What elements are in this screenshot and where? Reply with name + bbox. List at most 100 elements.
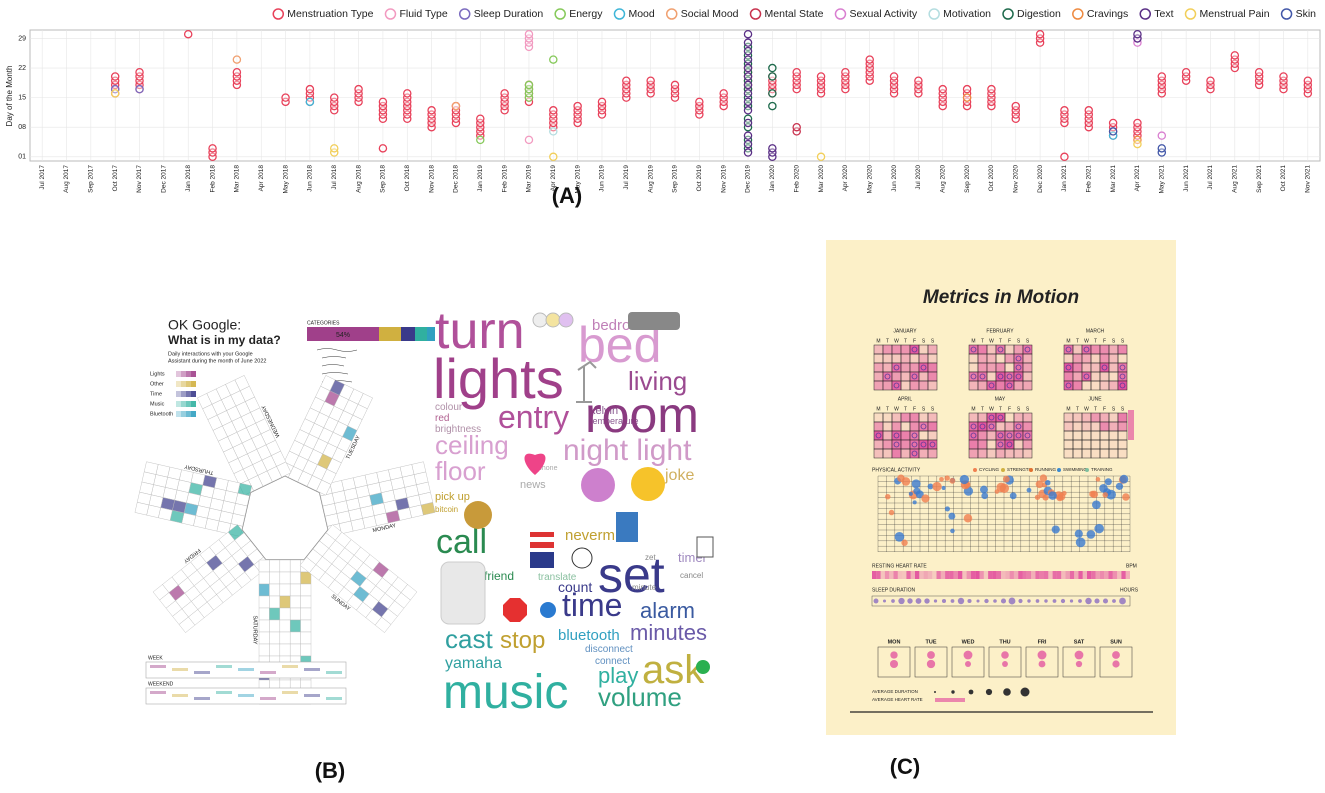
heart-rate-cell — [923, 571, 928, 579]
calendar-cell — [1063, 353, 1074, 364]
weekday-dot — [1112, 651, 1120, 659]
word: ask — [642, 648, 705, 692]
weekday-dot — [1002, 661, 1008, 667]
calendar-cell — [1090, 448, 1101, 459]
b-row-cell — [260, 697, 276, 700]
heart-rate-cell — [902, 571, 907, 579]
heart-rate-cell — [1009, 571, 1014, 579]
x-tick-label: Dec 2017 — [161, 165, 168, 193]
calendar-cell — [882, 344, 893, 355]
activity-dot — [1094, 523, 1104, 534]
activity-dot — [912, 500, 917, 505]
b-row-cell — [194, 697, 210, 700]
calendar-dot — [911, 432, 918, 439]
calendar-cell — [1117, 371, 1128, 382]
x-tick-label: Jul 2017 — [39, 165, 46, 190]
b-legend-swatch — [191, 381, 196, 387]
word: colour — [435, 402, 463, 413]
panel-label: (B) — [315, 758, 346, 783]
b-row-track — [145, 687, 347, 705]
stop-icon — [503, 598, 527, 622]
sleep-dot — [1018, 598, 1023, 604]
calendar-cell — [882, 362, 893, 373]
calendar-cell — [968, 448, 979, 459]
legend-marker — [458, 8, 471, 20]
calendar-cell — [918, 371, 929, 382]
calendar-dot — [893, 432, 900, 439]
calendar-cell — [927, 448, 938, 459]
bluetooth-icon — [540, 602, 556, 618]
arm-cell — [269, 559, 281, 573]
word: pick up — [435, 491, 470, 503]
calendar-dot — [970, 346, 977, 353]
arm-cell — [290, 583, 301, 597]
x-tick-label: Aug 2019 — [647, 165, 654, 193]
activity-dot — [1045, 479, 1051, 486]
x-tick-label: Feb 2018 — [209, 165, 216, 193]
weekday-letter: T — [981, 338, 984, 344]
calendar-cell — [1063, 362, 1074, 373]
activity-dot — [888, 509, 895, 516]
calendar-cell — [995, 412, 1006, 423]
arm-cell — [290, 619, 301, 633]
calendar-cell — [1013, 448, 1024, 459]
x-tick-label: Nov 2021 — [1305, 165, 1312, 193]
calendar-cell — [918, 362, 929, 373]
calendar-cell — [1081, 344, 1092, 355]
calendar-cell — [927, 371, 938, 382]
calendar-cell — [1081, 362, 1092, 373]
activity-dot — [1122, 493, 1130, 501]
calendar-cell — [873, 421, 884, 432]
weekday-label: MON — [888, 639, 901, 645]
categories-bar — [307, 327, 435, 341]
weekday-box — [1062, 646, 1096, 678]
b-title: OK Google: — [168, 317, 241, 333]
heart-rate-cell — [884, 571, 890, 579]
calendar-cell — [1004, 353, 1015, 364]
sleep-dot — [976, 599, 980, 603]
legend-marker — [1002, 8, 1014, 20]
calendar-cell — [986, 439, 997, 450]
point — [1084, 106, 1094, 115]
point — [768, 89, 777, 98]
calendar-cell — [873, 439, 884, 450]
calendar-cell — [873, 448, 884, 459]
calendar-dot — [979, 423, 986, 430]
month-label: MAY — [995, 396, 1006, 402]
calendar-cell — [1072, 430, 1083, 441]
calendar-cell — [968, 430, 979, 441]
calendar-dot — [893, 364, 900, 371]
legend-label: Menstrual Pain — [1200, 8, 1270, 20]
weekday-letter: S — [922, 338, 926, 344]
point — [135, 68, 144, 77]
heart-rate-cell — [992, 571, 997, 579]
x-tick-label: Sep 2018 — [380, 165, 387, 193]
sleep-unit: HOURS — [1120, 587, 1139, 593]
calendar-cell — [1013, 421, 1024, 432]
arm-cell — [258, 643, 270, 657]
activity-dot — [1095, 477, 1101, 482]
legend-label: Digestion — [1017, 8, 1061, 20]
b-legend-swatch — [176, 401, 181, 407]
arm-cell — [290, 595, 301, 609]
heart-rate-cell — [988, 571, 993, 579]
calendar-dot — [929, 441, 936, 448]
activity-dot — [927, 483, 934, 490]
activity-swatch — [1001, 468, 1005, 472]
x-tick-label: Apr 2018 — [258, 165, 265, 192]
heart-icon — [524, 453, 546, 475]
point — [549, 106, 558, 115]
heart-rate-cell — [932, 571, 937, 579]
weekday-letter: F — [1103, 338, 1106, 344]
weekday-letter: T — [1076, 338, 1079, 344]
calendar-dot — [1015, 364, 1022, 371]
calendar-cell — [909, 380, 920, 391]
word: lights — [433, 347, 564, 410]
point — [816, 152, 826, 162]
calendar-cell — [882, 412, 893, 423]
point — [1035, 29, 1045, 39]
calendar-cell — [1090, 421, 1101, 432]
b-legend-swatch — [191, 401, 196, 407]
activity-dot — [950, 528, 955, 534]
calendar-cell — [1022, 344, 1033, 355]
